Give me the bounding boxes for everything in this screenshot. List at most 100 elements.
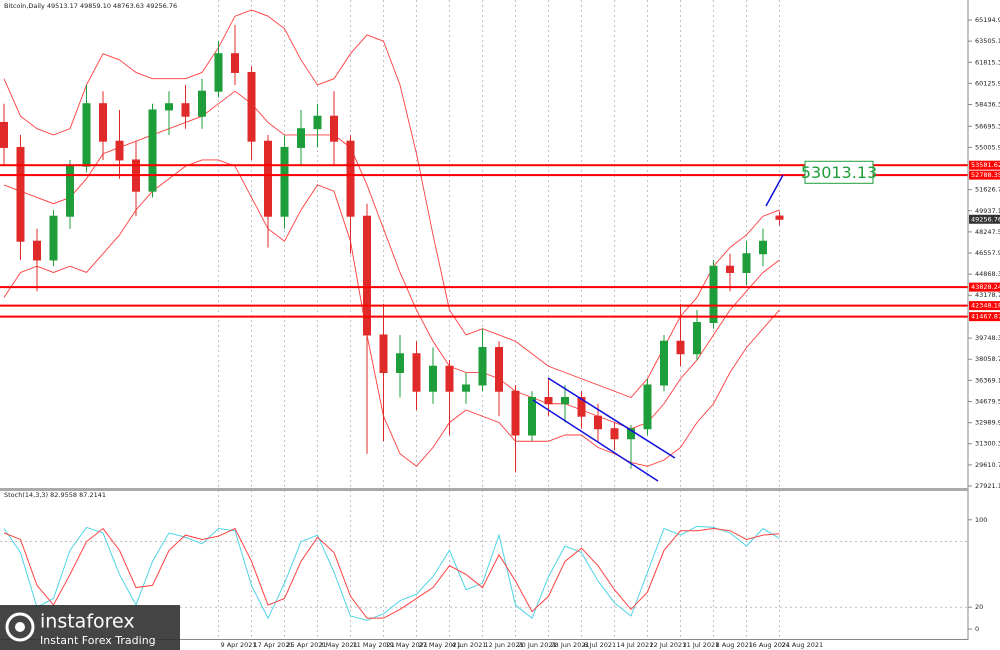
y-tick-label: 46557.90 [975, 249, 1000, 257]
level-label-box [969, 312, 1000, 322]
y-tick-label: 60125.90 [975, 79, 1000, 87]
x-tick-label: 20 Jun 2021 [518, 641, 557, 649]
candle-body [82, 103, 91, 167]
x-tick-label: 14 Jul 2021 [617, 641, 654, 649]
candle-body [165, 103, 173, 111]
y-tick-label: 61815.30 [975, 58, 1000, 66]
level-label: 43828.24 [971, 283, 1000, 291]
x-tick-label: 12 Jun 2021 [485, 641, 524, 649]
candle-body [313, 115, 322, 130]
candle-body [280, 146, 289, 217]
x-tick-label: 28 Jun 2021 [551, 641, 590, 649]
x-tick-label: 27 May 2021 [419, 641, 461, 649]
x-tick-label: 31 Jul 2021 [683, 641, 720, 649]
candle-body [297, 128, 305, 148]
x-tick-label: 25 Apr 2021 [287, 641, 327, 649]
x-tick-label: 6 Jul 2021 [584, 641, 617, 649]
level-line [0, 174, 968, 177]
band-lower [3, 159, 780, 467]
level-label-box [969, 160, 1000, 170]
candle-body [66, 165, 74, 217]
level-line [0, 315, 968, 318]
candle-body [379, 334, 388, 373]
candle-body [610, 428, 619, 440]
candle-body [693, 321, 701, 355]
level-label-box [969, 301, 1000, 311]
y-tick-label: 55005.90 [975, 143, 1000, 151]
candle-body [429, 365, 437, 392]
level-label: 52788.35 [971, 171, 1000, 179]
channel-upper [547, 377, 676, 459]
y-tick-label: 100 [975, 516, 987, 524]
candle-body [0, 121, 8, 148]
candle-body [643, 384, 652, 430]
level-label: 42348.18 [971, 302, 1000, 310]
candle-body [49, 215, 58, 261]
target-label: 53013.13 [801, 163, 877, 182]
candle-body [99, 103, 107, 142]
candle-body [264, 140, 272, 217]
y-tick-label: 65194.90 [975, 16, 1000, 24]
watermark-icon-dot [15, 622, 25, 632]
y-tick-label: 56695.30 [975, 122, 1000, 130]
candle-body [330, 115, 338, 142]
x-tick-label: 8 Aug 2021 [716, 641, 754, 649]
candle-body [16, 146, 25, 242]
candle-body [148, 109, 157, 192]
candle-body [544, 396, 553, 405]
x-tick-label: 24 Aug 2021 [782, 641, 824, 649]
candle-body [247, 71, 256, 142]
candle-body [511, 390, 520, 436]
candle-body [594, 415, 602, 430]
candle-body [346, 140, 355, 217]
candle-body [726, 265, 734, 273]
x-tick-label: 3 May 2021 [320, 641, 358, 649]
candle-body [759, 240, 767, 255]
x-tick-label: 22 Jul 2021 [650, 641, 687, 649]
x-tick-label: 11 May 2021 [353, 641, 395, 649]
y-tick-label: 49937.10 [975, 207, 1000, 215]
candle-body [396, 353, 404, 373]
candle-body [198, 90, 206, 117]
panel-separator [0, 488, 968, 491]
y-tick-label: 32989.90 [975, 419, 1000, 427]
stoch-line [3, 527, 780, 619]
candle-body [231, 53, 239, 73]
candle-body [528, 396, 536, 436]
candle-body [181, 103, 190, 117]
x-tick-label: 16 Aug 2021 [749, 641, 791, 649]
candle-body [445, 365, 454, 392]
level-label-box [969, 282, 1000, 292]
watermark-brand: instaforex [40, 611, 135, 633]
y-tick-label: 48247.50 [975, 228, 1000, 236]
level-label-box [969, 170, 1000, 180]
level-line [0, 286, 968, 289]
x-tick-label: 17 Apr 2021 [254, 641, 294, 649]
candle-body [660, 340, 668, 386]
y-tick-label: 39748.30 [975, 334, 1000, 342]
indicator-title: Stoch(14,3,3) 82.9558 87.2141 [4, 491, 106, 499]
watermark: instaforex Instant Forex Trading [0, 605, 180, 650]
candle-body [495, 346, 503, 392]
candle-body [214, 53, 223, 92]
x-tick-label: 19 May 2021 [386, 641, 428, 649]
candle-body [412, 353, 421, 392]
candle-body [709, 265, 718, 323]
y-tick-label: 63505.10 [975, 37, 1000, 45]
band-upper [3, 9, 780, 399]
candle-body [462, 384, 470, 392]
candle-body [742, 253, 751, 273]
candle-body [33, 240, 41, 261]
y-tick-label: 44868.30 [975, 270, 1000, 278]
y-tick-label: 27921.10 [975, 482, 1000, 490]
plot [0, 9, 968, 621]
stoch-line [3, 525, 780, 621]
candle-body [627, 428, 635, 440]
watermark-box [0, 605, 180, 650]
y-tick-label: 29610.70 [975, 461, 1000, 469]
y-tick-label: 0 [975, 625, 979, 633]
x-tick-label: 4 Jun 2021 [452, 641, 487, 649]
y-tick-label: 34679.50 [975, 397, 1000, 405]
